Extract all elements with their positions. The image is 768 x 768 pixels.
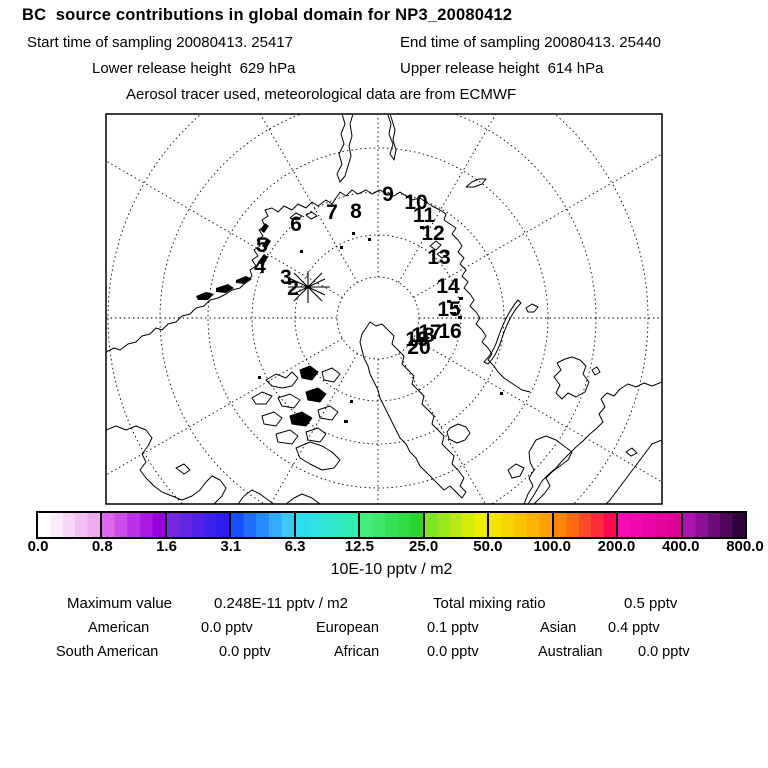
region-label-australian: Australian <box>538 644 603 660</box>
trajectory-point-label: 2 <box>287 277 299 300</box>
colorbar-segment <box>231 513 296 537</box>
colorbar-tick-label: 12.5 <box>344 538 374 555</box>
colorbar-tick-label: 400.0 <box>661 538 700 555</box>
trajectory-point-label: 11 <box>413 204 436 227</box>
region-label-american: American <box>88 620 150 636</box>
end-time-text: End time of sampling 20080413. 25440 <box>400 34 662 51</box>
trajectory-point-label: 3 <box>280 266 292 289</box>
colorbar-tick-label: 0.0 <box>27 538 49 555</box>
region-label-african: African <box>334 644 380 660</box>
station-asterisk-marker <box>288 271 330 303</box>
colorbar-segment <box>682 513 745 537</box>
start-time-text: Start time of sampling 20080413. 25417 <box>27 34 294 51</box>
colorbar-segment <box>618 513 683 537</box>
maximum-value-label: Maximum value <box>67 595 173 612</box>
trajectory-point-label: 5 <box>256 234 268 257</box>
region-label-asian: Asian <box>540 620 577 636</box>
trajectory-point-label: 15 <box>437 298 461 321</box>
maximum-value: 0.248E-11 pptv / m2 <box>214 595 348 612</box>
colorbar-segment <box>166 513 232 537</box>
trajectory-point-label: 20 <box>407 336 430 359</box>
colorbar-tick-label: 6.3 <box>284 538 306 555</box>
colorbar-tick-label: 50.0 <box>473 538 503 555</box>
colorbar-tick-label: 200.0 <box>597 538 636 555</box>
colorbar <box>36 511 747 539</box>
figure-title: BC source contributions in global domain… <box>22 6 513 24</box>
region-value-asian: 0.4 pptv <box>608 620 660 636</box>
trajectory-point-label: 18 <box>411 324 435 347</box>
region-label-south-american: South American <box>56 644 159 660</box>
trajectory-point-label: 13 <box>427 246 450 269</box>
colorbar-tick-label: 25.0 <box>409 538 439 555</box>
trajectory-point-label: 8 <box>350 200 362 223</box>
colorbar-tick-label: 0.8 <box>91 538 113 555</box>
region-value-south-american: 0.0 pptv <box>219 644 271 660</box>
colorbar-segment <box>360 513 425 537</box>
total-mixing-ratio-value: 0.5 pptv <box>624 595 678 612</box>
coast-texture <box>196 223 503 423</box>
lower-release-text: Lower release height 629 hPa <box>92 60 296 77</box>
colorbar-segment <box>38 513 103 537</box>
colorbar-tick-label: 800.0 <box>726 538 764 555</box>
trajectory-point-label: 12 <box>421 222 444 245</box>
trajectory-point-label: 9 <box>382 183 394 206</box>
trajectory-point-label: 16 <box>438 320 461 343</box>
coastlines <box>106 114 662 504</box>
region-value-australian: 0.0 pptv <box>638 644 690 660</box>
upper-release-text: Upper release height 614 hPa <box>400 60 604 77</box>
region-value-african: 0.0 pptv <box>427 644 479 660</box>
trajectory-point-label: 10 <box>404 191 427 214</box>
colorbar-segment <box>489 513 554 537</box>
region-value-american: 0.0 pptv <box>201 620 253 636</box>
colorbar-segment <box>295 513 361 537</box>
region-value-european: 0.1 pptv <box>427 620 479 636</box>
colorbar-tick-label: 3.1 <box>220 538 242 555</box>
map-frame <box>105 113 663 505</box>
region-label-european: European <box>316 620 379 636</box>
colorbar-segment <box>424 513 490 537</box>
trajectory-point-label: 6 <box>290 213 302 236</box>
trajectory-point-label: 4 <box>254 255 266 278</box>
total-mixing-ratio-label: Total mixing ratio <box>433 595 546 612</box>
trajectory-point-label: 14 <box>436 275 460 298</box>
colorbar-tick-label: 1.6 <box>156 538 177 555</box>
trajectory-point-label: 7 <box>326 201 338 224</box>
trajectory-point-label: 17 <box>418 321 441 344</box>
colorbar-units-label: 10E-10 pptv / m2 <box>330 561 453 578</box>
trajectory-point-label: 19 <box>405 328 428 351</box>
colorbar-segment <box>553 513 619 537</box>
colorbar-tick-label: 100.0 <box>533 538 571 555</box>
colorbar-segment <box>102 513 167 537</box>
tracer-note-text: Aerosol tracer used, meteorological data… <box>126 86 517 103</box>
